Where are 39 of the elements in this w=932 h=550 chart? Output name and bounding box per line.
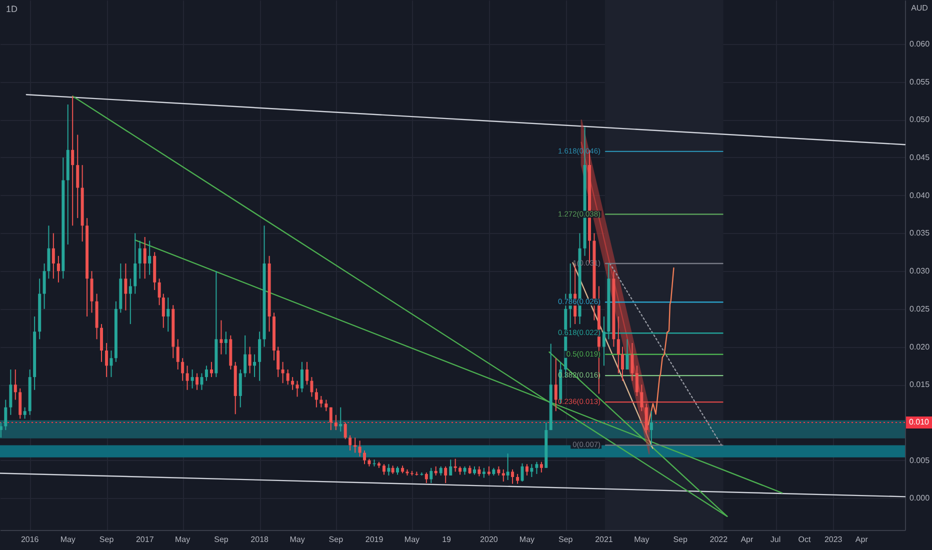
x-tick-label: 2017: [136, 535, 154, 544]
y-tick-label: 0.015: [910, 380, 930, 390]
y-axis-title: AUD: [911, 4, 928, 12]
x-tick-label: May: [634, 535, 650, 544]
y-tick-label: 0.035: [910, 228, 930, 238]
x-tick-label: Jul: [770, 535, 781, 544]
x-tick-label: 2022: [710, 535, 728, 544]
x-tick-label: 19: [442, 535, 452, 544]
x-tick-label: Sep: [673, 535, 688, 544]
y-tick-label: 0.050: [910, 115, 930, 124]
x-tick-label: May: [404, 535, 420, 544]
chart-title: 1D: [6, 4, 18, 14]
x-tick-label: Sep: [558, 535, 574, 544]
x-tick-label: May: [519, 535, 535, 544]
y-tick-label: 0.055: [910, 77, 930, 86]
y-tick-label: 0.025: [910, 304, 930, 314]
y-tick-label: 0.045: [910, 152, 930, 162]
x-tick-label: Oct: [798, 535, 812, 544]
y-tick-label: 0.020: [910, 342, 930, 352]
x-tick-label: May: [175, 535, 190, 544]
x-tick-label: Sep: [214, 535, 229, 544]
x-tick-label: Apr: [740, 535, 754, 544]
x-tick-label: May: [290, 535, 305, 544]
x-tick-label: 2019: [365, 535, 384, 544]
x-tick-label: May: [60, 535, 76, 544]
y-tick-label: 0.030: [910, 266, 930, 276]
x-tick-label: 2021: [595, 535, 614, 544]
x-tick-label: 2018: [250, 535, 270, 544]
y-tick-label: 0.060: [910, 39, 930, 48]
ref-line-label: 0.010: [908, 417, 930, 426]
x-tick-label: 2023: [824, 535, 843, 544]
x-tick-label: 2016: [20, 535, 40, 544]
x-tick-label: 2020: [480, 535, 498, 544]
y-tick-label: 0.005: [910, 456, 930, 465]
x-tick-label: Apr: [855, 535, 868, 544]
x-tick-label: Sep: [99, 535, 114, 544]
y-tick-label: 0.040: [910, 190, 930, 200]
y-tick-label: 0.000: [910, 494, 930, 503]
x-tick-label: Sep: [328, 535, 344, 544]
